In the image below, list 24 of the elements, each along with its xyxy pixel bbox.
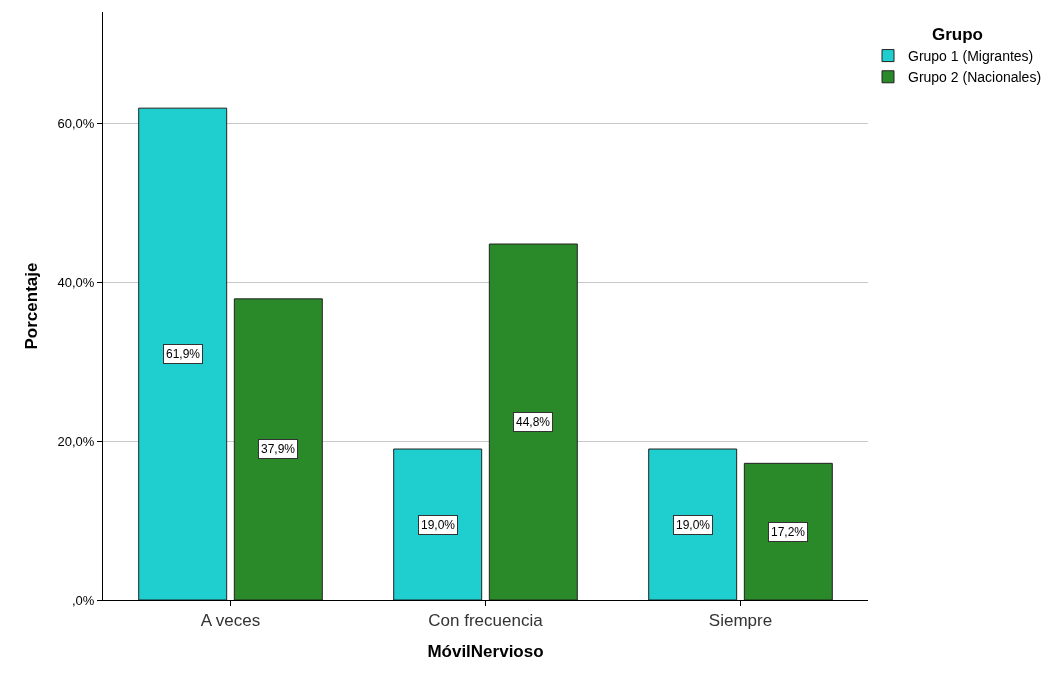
y-tick-label: 40,0% (57, 274, 95, 290)
x-tick-label: Con frecuencia (428, 611, 544, 631)
bar (743, 462, 833, 600)
x-tick-label: A veces (200, 611, 261, 631)
y-tick-label: 60,0% (57, 115, 95, 131)
x-axis-title: MóvilNervioso (427, 641, 544, 661)
y-axis-title: Porcentaje (22, 262, 42, 350)
data-label: 19,0% (421, 518, 456, 532)
data-label: 17,2% (771, 525, 806, 539)
bar (648, 448, 738, 600)
legend-title: Grupo (932, 24, 983, 44)
bar (233, 298, 323, 600)
legend-label: Grupo 2 (Nacionales) (908, 69, 1042, 86)
data-label: 44,8% (516, 415, 551, 429)
bar (488, 243, 578, 600)
data-label: 37,9% (261, 442, 296, 456)
data-label: 19,0% (676, 518, 711, 532)
data-label: 61,9% (166, 347, 201, 361)
y-tick-label: 20,0% (57, 433, 95, 449)
x-tick-label: Siempre (708, 611, 773, 631)
y-tick-label: ,0% (71, 592, 95, 608)
legend-label: Grupo 1 (Migrantes) (908, 48, 1034, 65)
bar (393, 448, 483, 600)
bar (138, 107, 228, 600)
